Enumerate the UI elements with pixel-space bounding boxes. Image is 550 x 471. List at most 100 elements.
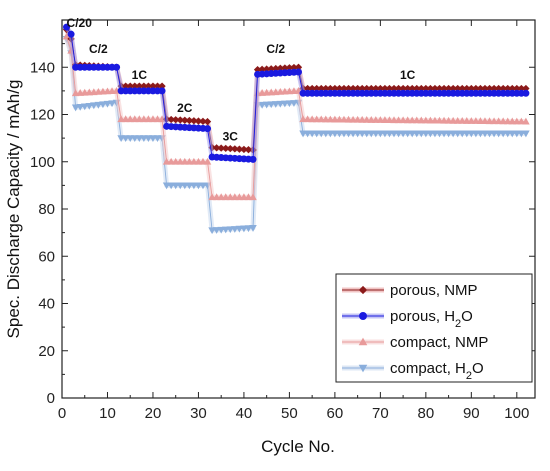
data-point <box>467 130 476 138</box>
data-point <box>490 117 498 125</box>
data-point <box>135 115 144 123</box>
data-point <box>121 135 130 143</box>
data-point <box>249 193 257 201</box>
data-point <box>508 130 517 138</box>
data-point <box>244 193 253 201</box>
legend-label: porous, H2O <box>390 308 473 330</box>
data-point <box>290 87 298 95</box>
data-point <box>221 193 230 201</box>
data-point <box>262 101 271 109</box>
data-point <box>376 116 385 123</box>
rate-labels: C/20 C/2 1C 2C 3C C/2 1C <box>67 16 416 143</box>
data-point <box>385 130 394 138</box>
data-point <box>440 116 448 124</box>
data-point <box>281 87 289 95</box>
legend-label: porous, NMP <box>390 282 478 299</box>
data-point <box>249 155 257 163</box>
data-point <box>222 144 230 153</box>
data-point <box>199 182 207 190</box>
data-point <box>113 63 121 71</box>
data-point <box>513 130 521 138</box>
data-point <box>199 157 207 165</box>
data-point <box>171 182 180 190</box>
data-point <box>390 130 398 138</box>
data-point <box>249 225 257 232</box>
data-point <box>217 144 225 152</box>
data-point <box>144 115 153 123</box>
data-point <box>185 157 194 165</box>
x-tick-label: 30 <box>190 405 207 422</box>
data-point <box>440 130 448 138</box>
data-point <box>226 193 235 201</box>
data-point <box>367 116 376 123</box>
y-tick-label: 120 <box>30 107 55 124</box>
data-point <box>517 130 526 138</box>
data-point <box>171 157 180 165</box>
y-axis: 0 20 40 60 80 100 120 140 <box>30 43 535 407</box>
data-point <box>149 115 157 123</box>
data-point <box>417 116 426 124</box>
data-point <box>322 115 330 123</box>
data-point <box>435 130 444 138</box>
data-point <box>76 104 84 111</box>
data-point <box>481 130 489 138</box>
data-point <box>408 130 416 138</box>
data-point <box>190 182 198 190</box>
data-point <box>372 130 380 138</box>
data-point <box>63 23 71 31</box>
data-point <box>431 116 439 124</box>
data-point <box>481 117 489 125</box>
data-point <box>399 116 407 124</box>
data-point <box>317 115 326 123</box>
data-point <box>490 130 498 138</box>
data-point <box>522 130 530 138</box>
data-point <box>167 157 175 165</box>
data-point <box>140 115 148 123</box>
data-point <box>212 193 221 201</box>
data-point <box>412 130 421 138</box>
data-point <box>181 157 189 165</box>
data-point <box>485 130 494 138</box>
data-point <box>453 130 462 138</box>
series-2 <box>62 32 530 201</box>
y-tick-label: 80 <box>38 201 55 218</box>
data-point <box>476 130 485 138</box>
data-point <box>181 182 189 190</box>
data-point <box>176 116 184 124</box>
data-point <box>235 145 244 153</box>
y-tick-label: 60 <box>38 248 55 265</box>
data-point <box>303 130 312 138</box>
data-point <box>462 117 471 124</box>
legend-label: compact, NMP <box>390 334 488 351</box>
data-point <box>85 102 94 110</box>
legend-marker <box>358 364 368 373</box>
legend-label: compact, H2O <box>390 360 484 382</box>
legend-marker <box>358 337 368 346</box>
data-point <box>176 157 185 165</box>
data-point <box>194 182 203 190</box>
data-point <box>67 30 75 38</box>
x-tick-label: 100 <box>504 405 529 422</box>
x-tick-label: 90 <box>463 405 480 422</box>
data-point <box>340 115 348 123</box>
data-point <box>231 226 239 233</box>
data-point <box>276 100 285 108</box>
legend-item: compact, NMP <box>342 334 488 351</box>
rate-label: C/20 <box>67 16 93 30</box>
data-point <box>358 130 366 138</box>
data-point <box>449 116 457 124</box>
series-layer <box>62 23 530 235</box>
data-point <box>308 115 316 123</box>
data-point <box>281 100 289 108</box>
data-point <box>403 130 412 138</box>
data-point <box>231 193 239 201</box>
data-point <box>476 117 485 124</box>
data-point <box>94 101 103 109</box>
data-point <box>472 117 480 124</box>
data-point <box>503 117 512 125</box>
data-point <box>149 135 157 143</box>
data-point <box>299 115 307 123</box>
data-point <box>235 225 244 233</box>
data-point <box>130 115 139 123</box>
